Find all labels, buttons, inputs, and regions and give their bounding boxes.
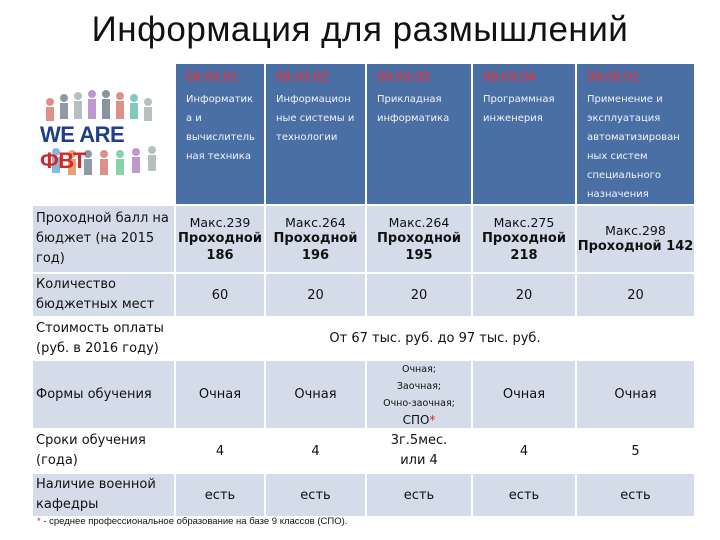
header-row: 09.03.01 Информатик а и вычислитель ная т… <box>33 64 694 204</box>
program-header: 09.03.04 Программная инженерия <box>473 64 575 204</box>
cost-label: Стоимость оплаты (руб. в 2016 году) <box>33 318 174 359</box>
cost-value: От 67 тыс. руб. до 97 тыс. руб. <box>176 318 694 359</box>
form-line: Очно-заочная; <box>383 398 455 409</box>
forms-value: Очная <box>577 361 694 428</box>
military-value: есть <box>577 474 694 516</box>
page-title: Информация для размышлений <box>91 10 629 49</box>
forms-value: Очная <box>266 361 365 428</box>
terms-value: 4 <box>473 430 575 472</box>
program-code: 09.03.02 <box>276 69 329 84</box>
forms-value-mixed: Очная; Заочная; Очно-заочная; СПО* <box>367 361 471 428</box>
places-row: Количество бюджетных мест 60 20 20 20 20 <box>33 274 694 316</box>
passing-score: Проходной 142 <box>577 239 694 254</box>
passing-row: Проходной балл на бюджет (на 2015 год) М… <box>33 206 694 272</box>
military-value: есть <box>473 474 575 516</box>
program-code: 09.03.04 <box>483 69 536 84</box>
footnote-text: - среднее профессиональное образование н… <box>40 516 348 527</box>
passing-value: Макс.264 Проходной 195 <box>367 206 471 272</box>
terms-row: Сроки обучения (года) 4 4 3г.5мес. или 4… <box>33 430 694 472</box>
logo-text: WE ARE ФВТ <box>40 122 125 173</box>
info-table: 09.03.01 Информатик а и вычислитель ная т… <box>31 62 696 518</box>
military-value: есть <box>176 474 264 516</box>
passing-score: Проходной 186 <box>178 230 262 263</box>
max-score: Макс.298 <box>605 223 666 238</box>
passing-label: Проходной балл на бюджет (на 2015 год) <box>33 206 174 272</box>
max-score: Макс.275 <box>493 214 555 230</box>
terms-value: 3г.5мес. или 4 <box>367 430 471 472</box>
places-label: Количество бюджетных мест <box>33 274 174 316</box>
program-code: 09.05.01 <box>587 69 640 84</box>
passing-score: Проходной 218 <box>482 230 566 263</box>
program-header: 09.03.01 Информатик а и вычислитель ная т… <box>176 64 264 204</box>
form-line-spo: СПО <box>402 413 430 427</box>
passing-value: Макс.275 Проходной 218 <box>473 206 575 272</box>
places-value: 20 <box>577 274 694 316</box>
we-are-fvt-logo: WE ARE ФВТ <box>32 64 174 200</box>
military-label: Наличие военной кафедры <box>33 474 174 516</box>
program-name: Программная инженерия <box>483 94 555 124</box>
passing-score: Проходной 196 <box>273 230 358 263</box>
program-name: Информацион ные системы и технологии <box>276 94 355 143</box>
program-code: 09.03.01 <box>186 69 239 84</box>
forms-value: Очная <box>473 361 575 428</box>
footnote-star: * <box>37 516 41 527</box>
people-collage-icon <box>46 90 156 175</box>
max-score: Макс.239 <box>189 214 251 230</box>
program-code: 09.03.03 <box>377 69 430 84</box>
program-name: Информатик а и вычислитель ная техника <box>186 94 255 162</box>
passing-score: Проходной 195 <box>377 230 461 263</box>
program-name: Прикладная информатика <box>377 94 450 124</box>
places-value: 20 <box>266 274 365 316</box>
forms-row: Формы обучения Очная Очная Очная; Заочная… <box>33 361 694 428</box>
terms-value: 4 <box>266 430 365 472</box>
footnote-star: * <box>429 413 436 427</box>
places-value: 20 <box>367 274 471 316</box>
military-value: есть <box>266 474 365 516</box>
form-line: Очная; <box>401 364 437 375</box>
places-value: 20 <box>473 274 575 316</box>
form-line: Заочная; <box>396 381 442 392</box>
military-row: Наличие военной кафедры есть есть есть е… <box>33 474 694 516</box>
program-name: Применение и эксплуатация автоматизирова… <box>587 94 680 200</box>
terms-value: 5 <box>577 430 694 472</box>
max-score: Макс.264 <box>388 214 450 230</box>
forms-label: Формы обучения <box>33 361 174 428</box>
terms-label: Сроки обучения (года) <box>33 430 174 472</box>
passing-value: Макс.264 Проходной 196 <box>266 206 365 272</box>
max-score: Макс.264 <box>285 214 346 230</box>
passing-value: Макс.239 Проходной 186 <box>176 206 264 272</box>
program-header: 09.03.02 Информацион ные системы и технол… <box>266 64 365 204</box>
forms-value: Очная <box>176 361 264 428</box>
program-header: 09.05.01 Применение и эксплуатация автома… <box>577 64 694 204</box>
military-value: есть <box>367 474 471 516</box>
cost-row: Стоимость оплаты (руб. в 2016 году) От 6… <box>33 318 694 359</box>
terms-value: 4 <box>176 430 264 472</box>
program-header: 09.03.03 Прикладная информатика <box>367 64 471 204</box>
places-value: 60 <box>176 274 264 316</box>
passing-value: Макс.298 Проходной 142 <box>577 206 694 272</box>
footnote: * - среднее профессиональное образование… <box>37 516 347 527</box>
